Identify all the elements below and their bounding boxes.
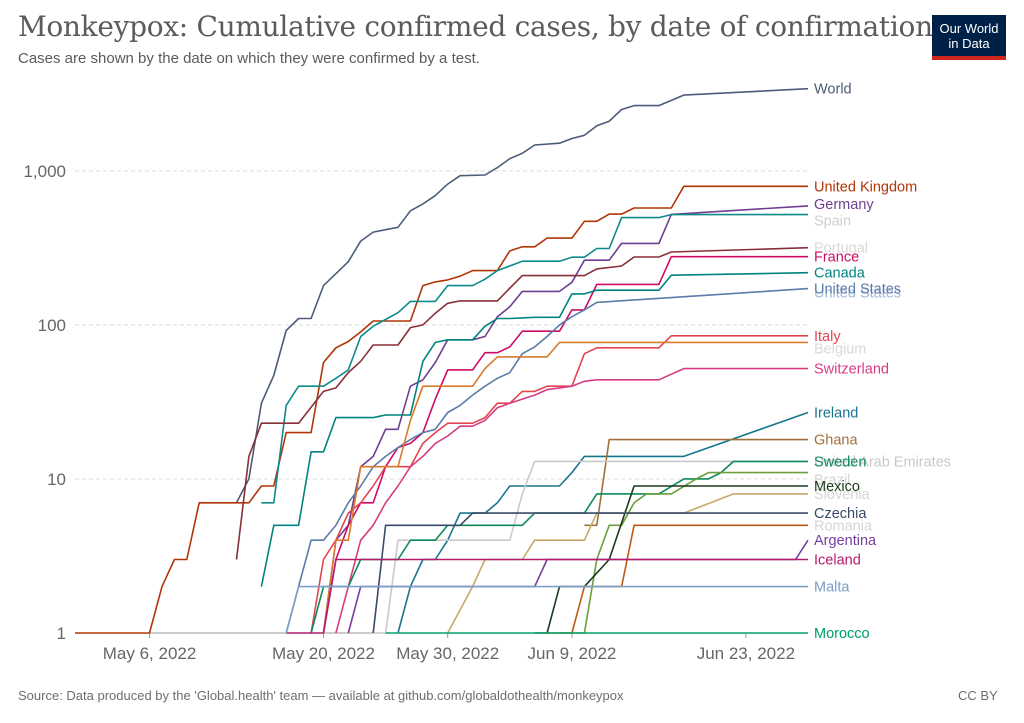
- logo-line-1: Our World: [939, 21, 999, 36]
- x-tick-label: May 6, 2022: [103, 644, 197, 663]
- series-label-iceland[interactable]: Iceland: [814, 552, 861, 568]
- series-line-portugal[interactable]: [235, 246, 809, 560]
- series-line-slovenia[interactable]: [446, 493, 808, 634]
- series-label-romania-faded[interactable]: Romania: [814, 518, 873, 534]
- series-line-united-kingdom[interactable]: [75, 185, 808, 634]
- series-line-world[interactable]: [235, 87, 809, 504]
- series-label-ireland[interactable]: Ireland: [814, 405, 858, 421]
- x-tick-label: May 30, 2022: [396, 644, 499, 663]
- series-line-brazil[interactable]: [559, 471, 809, 634]
- series-label-italy[interactable]: Italy: [814, 329, 841, 345]
- y-tick-label: 10: [47, 470, 66, 489]
- series-line-ireland[interactable]: [397, 411, 809, 634]
- y-axis-ticks: 1 10 100 1,000: [23, 162, 66, 643]
- license-link[interactable]: CC BY: [958, 688, 998, 703]
- series-label-germany[interactable]: Germany: [814, 197, 874, 213]
- series-label-morocco[interactable]: Morocco: [814, 626, 870, 642]
- chart-subtitle: Cases are shown by the date on which the…: [18, 50, 480, 67]
- series-line-iceland[interactable]: [286, 558, 808, 634]
- series-label-united-states[interactable]: United States: [814, 282, 901, 298]
- series-line-germany[interactable]: [322, 205, 809, 634]
- y-tick-label: 100: [38, 316, 66, 335]
- series-labels: Spain Portugal United States Belgium United …: [814, 82, 951, 642]
- series-label-mexico[interactable]: Mexico: [814, 479, 860, 495]
- series-label-czechia[interactable]: Czechia: [814, 506, 867, 522]
- series-label-morocco-faded[interactable]: Morocco: [814, 626, 870, 642]
- series-label-brazil-faded[interactable]: Brazil: [814, 473, 850, 489]
- series-line-united-arab-emirates[interactable]: [373, 460, 808, 634]
- series-lines: [75, 87, 809, 634]
- series-line-canada[interactable]: [260, 271, 809, 587]
- y-tick-label: 1: [57, 624, 66, 643]
- owid-logo[interactable]: Our World in Data: [932, 15, 1006, 60]
- series-label-united-states-faded[interactable]: United States: [814, 286, 901, 302]
- series-label-france[interactable]: France: [814, 250, 859, 266]
- series-label-belgium-faded[interactable]: Belgium: [814, 341, 866, 357]
- series-label-malta-faded[interactable]: Malta: [814, 580, 850, 596]
- series-label-world[interactable]: World: [814, 82, 852, 98]
- series-line-belgium[interactable]: [322, 341, 809, 634]
- series-line-italy[interactable]: [310, 334, 808, 634]
- x-tick-label: Jun 9, 2022: [528, 644, 617, 663]
- grid-lines: [75, 170, 808, 480]
- series-line-france[interactable]: [322, 255, 809, 634]
- series-label-canada[interactable]: Canada: [814, 266, 866, 282]
- series-line-czechia[interactable]: [372, 512, 808, 634]
- series-line-spain[interactable]: [261, 213, 808, 504]
- x-axis: May 6, 2022 May 20, 2022 May 30, 2022 Jun 9…: [75, 632, 808, 663]
- x-tick-label: Jun 23, 2022: [697, 644, 795, 663]
- series-label-portugal-faded[interactable]: Portugal: [814, 241, 868, 257]
- series-line-switzerland[interactable]: [335, 367, 808, 634]
- y-tick-label: 1,000: [23, 162, 66, 181]
- series-label-malta[interactable]: Malta: [814, 580, 850, 596]
- series-label-ghana[interactable]: Ghana: [814, 433, 858, 449]
- series-label-slovenia-faded[interactable]: Slovenia: [814, 487, 871, 503]
- series-label-united-kingdom[interactable]: United Kingdom: [814, 179, 917, 195]
- series-label-switzerland[interactable]: Switzerland: [814, 362, 889, 378]
- series-label-sweden[interactable]: Sweden: [814, 454, 866, 470]
- x-tick-label: May 20, 2022: [272, 644, 375, 663]
- series-label-spain-faded[interactable]: Spain: [814, 214, 851, 230]
- series-label-united-arab-emirates-faded[interactable]: United Arab Emirates: [814, 454, 951, 470]
- series-line-sweden[interactable]: [310, 460, 808, 634]
- series-line-united-states[interactable]: [285, 287, 809, 634]
- series-label-argentina[interactable]: Argentina: [814, 533, 877, 549]
- logo-line-2: in Data: [948, 36, 990, 51]
- series-line-malta[interactable]: [285, 585, 808, 634]
- source-note: Source: Data produced by the 'Global.hea…: [18, 688, 624, 703]
- series-line-romania[interactable]: [547, 524, 808, 634]
- chart-title: Monkeypox: Cumulative confirmed cases, b…: [18, 10, 933, 43]
